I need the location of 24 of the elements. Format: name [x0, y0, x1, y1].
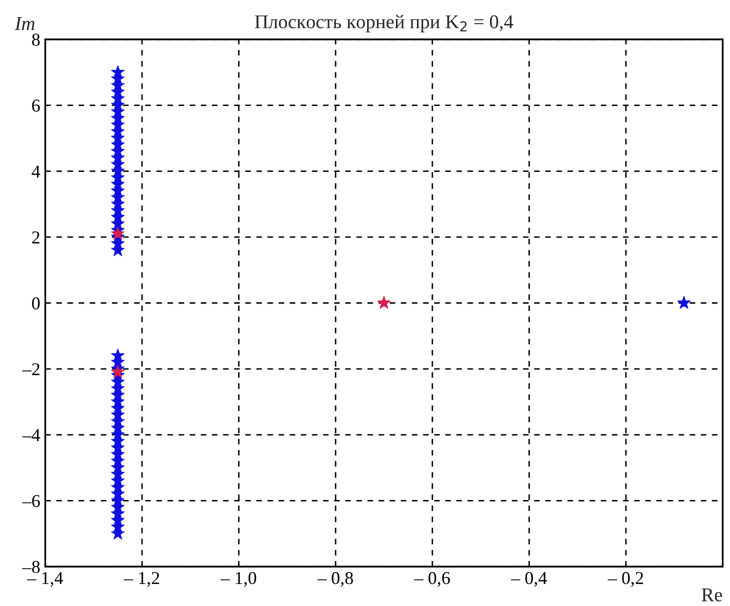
x-tick-label: – 0,4: [510, 572, 547, 587]
point: [111, 365, 125, 378]
x-tick-label: – 0,2: [608, 572, 643, 587]
y-tick-label: 4: [32, 166, 40, 178]
y-tick-label: –8: [22, 560, 40, 574]
y-tick-label: 2: [32, 231, 40, 244]
x-tick-label: – 1,4: [27, 572, 64, 587]
y-tick-label: –6: [22, 495, 40, 508]
x-tick-label: – 0,8: [317, 572, 353, 587]
y-tick-label: 8: [32, 34, 40, 46]
x-tick-label: – 0,6: [414, 572, 450, 587]
point: [377, 296, 391, 309]
x-tick-label: – 1,2: [124, 572, 160, 587]
x-axis-title: Re: [702, 588, 722, 602]
point: [111, 226, 125, 240]
point: [677, 296, 691, 309]
y-tick-label: 0: [32, 297, 40, 310]
x-tick-label: – 1,0: [220, 572, 256, 587]
y-tick-label: –4: [22, 429, 40, 442]
point: [111, 65, 125, 78]
y-tick-label: –2: [22, 363, 40, 376]
y-tick-label: 6: [32, 100, 40, 112]
chart-title: Плоскость корней при K$_{2}$ = 0,4: [254, 14, 514, 32]
y-axis-title: Im: [14, 17, 34, 30]
